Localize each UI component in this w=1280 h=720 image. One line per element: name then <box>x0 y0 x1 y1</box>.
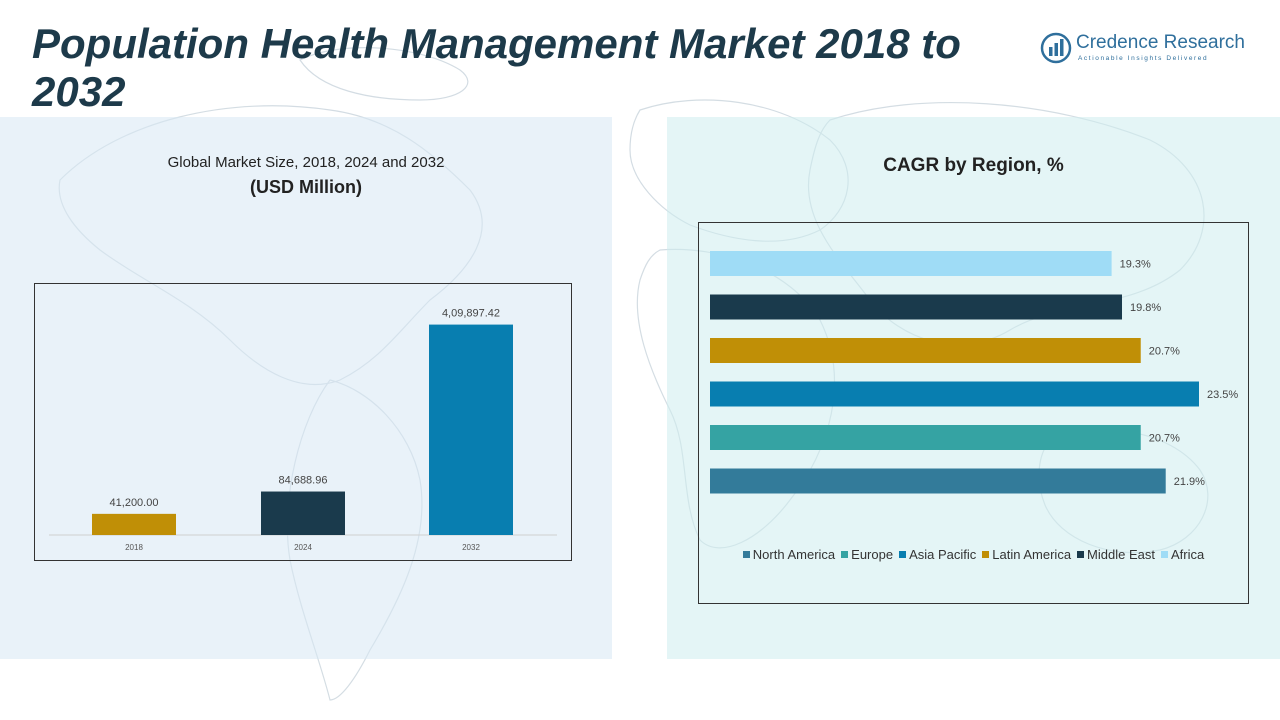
bar-chart-logo-icon <box>1040 32 1072 64</box>
legend-item-africa: Africa <box>1160 547 1205 562</box>
legend-swatch-north-america <box>742 551 750 559</box>
bar-north-america <box>710 468 1166 494</box>
bar-africa <box>710 251 1112 276</box>
cagr-bar-chart: 21.9% 20.7% 23.5% 20.7% 19.8% 19.3% <box>710 251 1238 494</box>
data-label-latin-america: 20.7% <box>1149 346 1180 358</box>
legend-label-africa: Africa <box>1170 547 1205 562</box>
data-label-europe: 20.7% <box>1149 433 1180 445</box>
legend-swatch-middle-east <box>1077 551 1085 559</box>
legend-item-asia-pacific: Asia Pacific <box>899 547 976 562</box>
page-title: Population Health Management Market 2018… <box>32 20 961 115</box>
legend-label-asia-pacific: Asia Pacific <box>909 547 977 562</box>
brand-name: Credence Research <box>1076 32 1245 53</box>
bar-2024 <box>261 491 345 535</box>
market-size-bar-chart: 41,200.00 2018 84,688.96 2024 4,09,897.42 203… <box>49 308 557 552</box>
cagr-chart-title: CAGR by Region, % <box>883 155 1064 176</box>
legend-label-latin-america: Latin America <box>992 547 1072 562</box>
legend-label-europe: Europe <box>851 547 894 562</box>
legend-swatch-latin-america <box>982 551 990 559</box>
legend-swatch-europe <box>841 551 849 559</box>
legend-item-middle-east: Middle East <box>1077 547 1155 562</box>
bar-asia-pacific <box>710 381 1199 407</box>
legend-item-europe: Europe <box>841 547 893 562</box>
data-label-2024: 84,688.96 <box>279 475 328 487</box>
data-label-africa: 19.3% <box>1120 259 1151 271</box>
market-size-chart-frame: 41,200.00 2018 84,688.96 2024 4,09,897.42 203… <box>34 283 572 561</box>
market-size-chart-unit: (USD Million) <box>250 177 362 197</box>
data-label-2018: 41,200.00 <box>110 497 159 509</box>
brand-tagline: Actionable Insights Delivered <box>1078 55 1209 62</box>
bar-2018 <box>92 513 176 535</box>
legend-item-north-america: North America <box>742 547 836 562</box>
cagr-legend: North America Europe Asia Pacific Latin Ame… <box>699 547 1248 562</box>
bar-europe <box>710 425 1141 450</box>
x-tick-label-2024: 2024 <box>294 543 312 552</box>
bar-2032 <box>429 324 513 535</box>
cagr-chart-frame: 21.9% 20.7% 23.5% 20.7% 19.8% 19.3% North Ame… <box>698 222 1249 604</box>
legend-item-latin-america: Latin America <box>982 547 1071 562</box>
data-label-north-america: 21.9% <box>1174 476 1205 488</box>
legend-label-north-america: North America <box>752 547 836 562</box>
x-tick-label-2032: 2032 <box>462 543 480 552</box>
bar-latin-america <box>710 338 1141 363</box>
x-tick-label-2018: 2018 <box>125 543 143 552</box>
legend-label-middle-east: Middle East <box>1087 547 1155 562</box>
bar-middle-east <box>710 294 1123 320</box>
data-label-2032: 4,09,897.42 <box>442 308 500 320</box>
data-label-asia-pacific: 23.5% <box>1207 389 1238 401</box>
legend-swatch-africa <box>1160 551 1168 559</box>
market-size-chart-title: Global Market Size, 2018, 2024 and 2032 <box>167 154 445 171</box>
brand-logo: Credence Research Actionable Insights De… <box>1040 30 1260 70</box>
data-label-middle-east: 19.8% <box>1130 302 1161 314</box>
legend-swatch-asia-pacific <box>899 551 907 559</box>
